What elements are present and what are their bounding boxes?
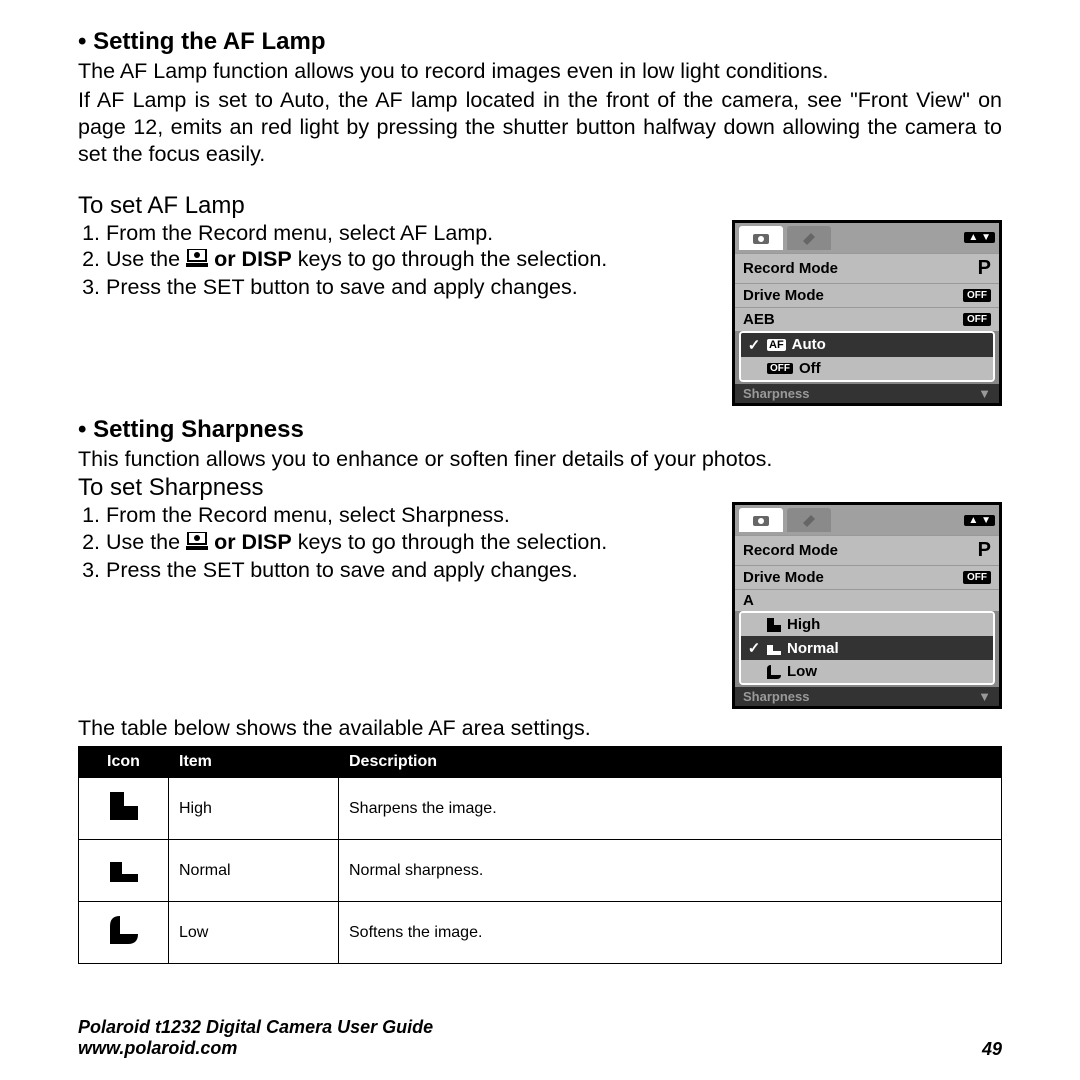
or-disp-1: or DISP — [214, 247, 292, 271]
page-number: 49 — [982, 1039, 1002, 1060]
wrench-tab-icon — [787, 226, 831, 250]
sharpness-table: Icon Item Description High Sharpens the … — [78, 746, 1002, 964]
th-desc: Description — [339, 747, 1002, 778]
heading-af-lamp: Setting the AF Lamp — [78, 28, 1002, 56]
subheading-set-sharpness: To set Sharpness — [78, 474, 1002, 502]
page-footer: Polaroid t1232 Digital Camera User Guide… — [78, 1017, 1002, 1060]
sharp-normal-icon — [767, 641, 781, 655]
table-row: Normal Normal sharpness. — [79, 840, 1002, 902]
para-af-lamp-2: If AF Lamp is set to Auto, the AF lamp l… — [78, 87, 1002, 168]
wrench-tab-icon — [787, 508, 831, 532]
footer-title: Polaroid t1232 Digital Camera User Guide — [78, 1017, 433, 1039]
camera-tab-icon — [739, 226, 783, 250]
steps-sharpness: From the Record menu, select Sharpness. … — [78, 502, 712, 584]
nav-indicator: ▲ ▼ — [964, 515, 995, 526]
table-row: Low Softens the image. — [79, 902, 1002, 964]
section-af-lamp: Setting the AF Lamp The AF Lamp function… — [78, 28, 1002, 406]
footer-url: www.polaroid.com — [78, 1038, 433, 1060]
para-sharpness: This function allows you to enhance or s… — [78, 446, 1002, 473]
section-sharpness: Setting Sharpness This function allows y… — [78, 416, 1002, 710]
step-1: From the Record menu, select AF Lamp. — [106, 220, 712, 247]
camera-tab-icon — [739, 508, 783, 532]
table-intro: The table below shows the available AF a… — [78, 715, 1002, 742]
check-icon: ✓ — [747, 639, 761, 657]
step-3: Press the SET button to save and apply c… — [106, 274, 712, 301]
sharp-normal-icon — [110, 854, 138, 882]
para-af-lamp-1: The AF Lamp function allows you to recor… — [78, 58, 1002, 85]
step-2: Use the or DISP keys to go through the s… — [106, 246, 712, 274]
table-row: High Sharpens the image. — [79, 778, 1002, 840]
step-s3: Press the SET button to save and apply c… — [106, 557, 712, 584]
th-icon: Icon — [79, 747, 169, 778]
subheading-set-af-lamp: To set AF Lamp — [78, 192, 1002, 220]
steps-af-lamp: From the Record menu, select AF Lamp. Us… — [78, 220, 712, 302]
face-icon — [186, 530, 208, 557]
or-disp-2: or DISP — [214, 530, 292, 554]
heading-sharpness: Setting Sharpness — [78, 416, 1002, 444]
check-icon: ✓ — [747, 336, 761, 354]
th-item: Item — [169, 747, 339, 778]
step-s2: Use the or DISP keys to go through the s… — [106, 529, 712, 557]
step-s1: From the Record menu, select Sharpness. — [106, 502, 712, 529]
lcd-af-lamp: ▲ ▼ Record ModeP Drive ModeOFF AEBOFF ✓A… — [732, 220, 1002, 406]
sharp-high-icon — [110, 792, 138, 820]
face-icon — [186, 247, 208, 274]
sharp-low-icon — [110, 916, 138, 944]
nav-indicator: ▲ ▼ — [964, 232, 995, 243]
sharp-high-icon — [767, 618, 781, 632]
lcd-sharpness: ▲ ▼ Record ModeP Drive ModeOFF A High ✓N… — [732, 502, 1002, 709]
sharp-low-icon — [767, 665, 781, 679]
